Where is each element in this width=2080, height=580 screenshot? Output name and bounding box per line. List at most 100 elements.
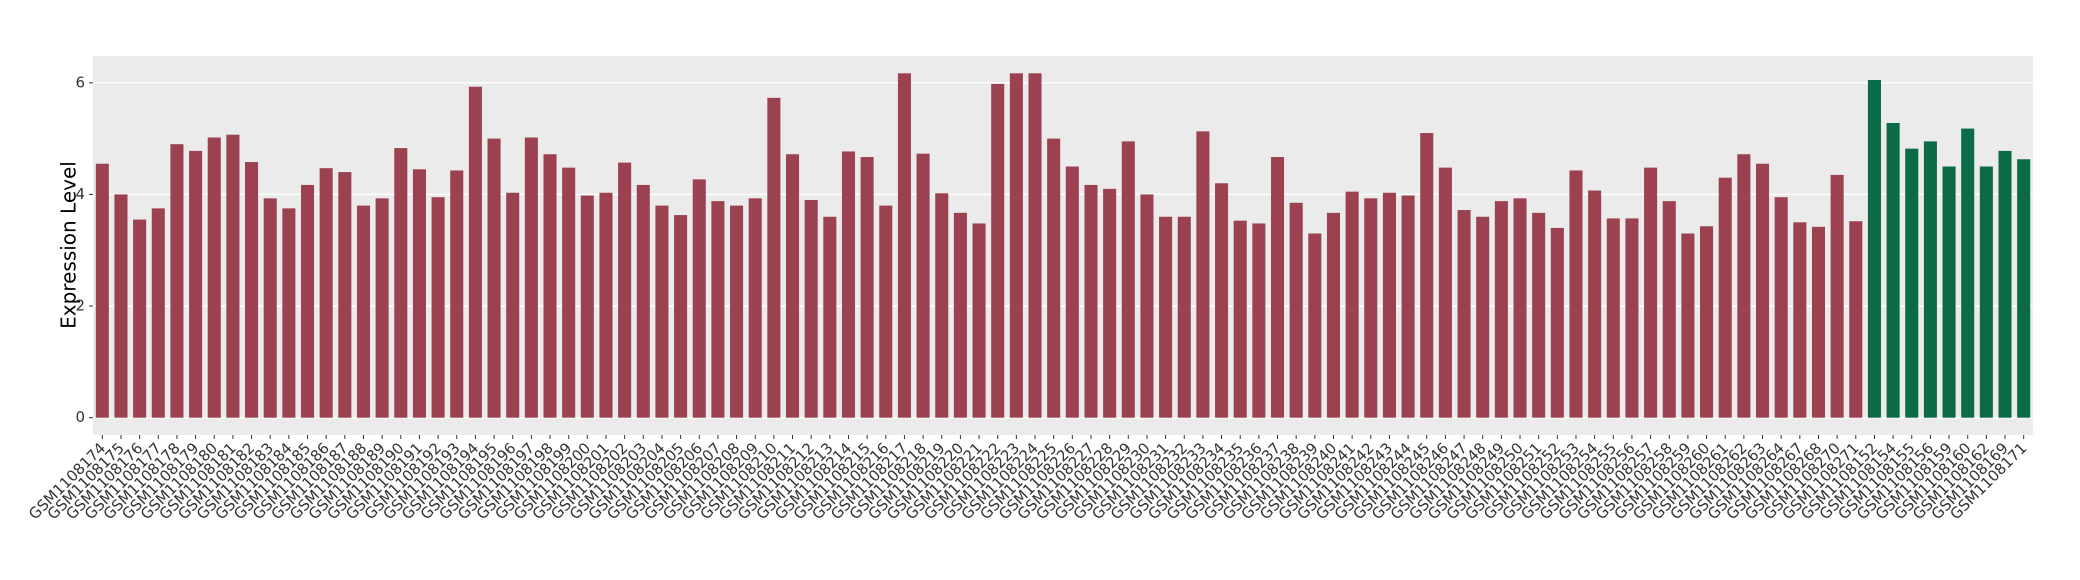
bar: [133, 219, 147, 418]
bar: [450, 170, 464, 418]
bar: [1326, 212, 1341, 418]
bar: [1979, 166, 1993, 418]
bar: [1177, 216, 1191, 418]
bar: [1793, 222, 1807, 418]
bar: [562, 167, 576, 418]
bar: [1942, 166, 1956, 418]
bar: [1215, 183, 1229, 418]
bar: [1700, 226, 1714, 418]
bar: [953, 212, 967, 418]
bar: [1476, 216, 1490, 418]
bar: [692, 179, 706, 418]
y-tick-label: 0: [75, 408, 85, 426]
bar: [1718, 177, 1732, 418]
bar: [338, 172, 352, 418]
bar: [636, 184, 650, 418]
bar: [1849, 221, 1863, 418]
bar: [189, 150, 203, 418]
bar: [860, 157, 874, 418]
bar: [1905, 148, 1919, 418]
bar: [879, 205, 893, 418]
bar: [1494, 201, 1508, 418]
bar: [935, 193, 949, 418]
bar: [991, 83, 1005, 418]
bar: [431, 197, 445, 418]
bar: [1364, 198, 1378, 418]
bar: [1550, 227, 1564, 418]
bar: [618, 162, 632, 418]
bar: [1532, 212, 1546, 418]
bar: [916, 153, 930, 418]
bar: [785, 154, 800, 418]
bar: [1233, 220, 1247, 418]
y-tick-label: 6: [75, 73, 85, 91]
bar: [1028, 73, 1042, 418]
bar: [804, 200, 818, 418]
bar: [1047, 138, 1061, 418]
bar: [207, 137, 221, 418]
bar: [1420, 133, 1434, 418]
bar: [1159, 216, 1173, 418]
bar: [1382, 192, 1396, 418]
bar: [356, 205, 371, 418]
bar: [1270, 157, 1285, 418]
bar: [711, 201, 725, 418]
bar: [1774, 197, 1788, 418]
bar: [506, 192, 520, 418]
bar: [114, 194, 128, 418]
bar: [300, 184, 315, 418]
bar: [524, 137, 538, 418]
bar: [1625, 218, 1639, 418]
bar: [1662, 201, 1676, 418]
bar: [1084, 184, 1098, 418]
bar: [170, 144, 184, 418]
bar: [282, 208, 296, 418]
bar: [151, 208, 165, 418]
bar: [2017, 159, 2031, 418]
bar: [1196, 131, 1210, 418]
bar: [543, 154, 557, 418]
bar: [1606, 218, 1620, 418]
bar: [1867, 80, 1881, 418]
bar: [767, 97, 781, 418]
bar: [1065, 166, 1079, 418]
bar: [1588, 190, 1602, 418]
bar: [580, 195, 594, 418]
bar: [95, 163, 109, 418]
bar: [1103, 188, 1117, 418]
bar: [1644, 167, 1658, 418]
bar: [655, 205, 669, 418]
bar: [468, 86, 482, 418]
bar: [1289, 202, 1303, 418]
bar: [1252, 223, 1266, 418]
bar: [823, 216, 837, 418]
bar: [245, 162, 259, 418]
bar: [263, 198, 277, 418]
bar: [1308, 233, 1322, 418]
bar: [1121, 141, 1135, 418]
bar: [841, 151, 856, 418]
bar: [226, 134, 240, 418]
bar: [674, 215, 688, 418]
bar: [1513, 198, 1527, 418]
bar: [394, 148, 408, 418]
bar: [897, 73, 911, 418]
bar: [1737, 154, 1751, 418]
bar: [748, 198, 762, 418]
bar: [319, 168, 333, 418]
bar: [1569, 170, 1583, 418]
bar: [972, 223, 986, 418]
bar: [1401, 195, 1415, 418]
y-tick-label: 2: [75, 297, 85, 315]
bar: [412, 169, 426, 418]
bar: [1998, 150, 2012, 418]
bar: [1923, 141, 1937, 418]
bar: [1457, 210, 1471, 418]
bar: [1886, 122, 1900, 418]
bar: [375, 198, 389, 418]
bar: [1961, 128, 1975, 418]
bar: [599, 192, 613, 418]
bar: [1681, 233, 1695, 418]
y-tick-label: 4: [75, 185, 85, 203]
